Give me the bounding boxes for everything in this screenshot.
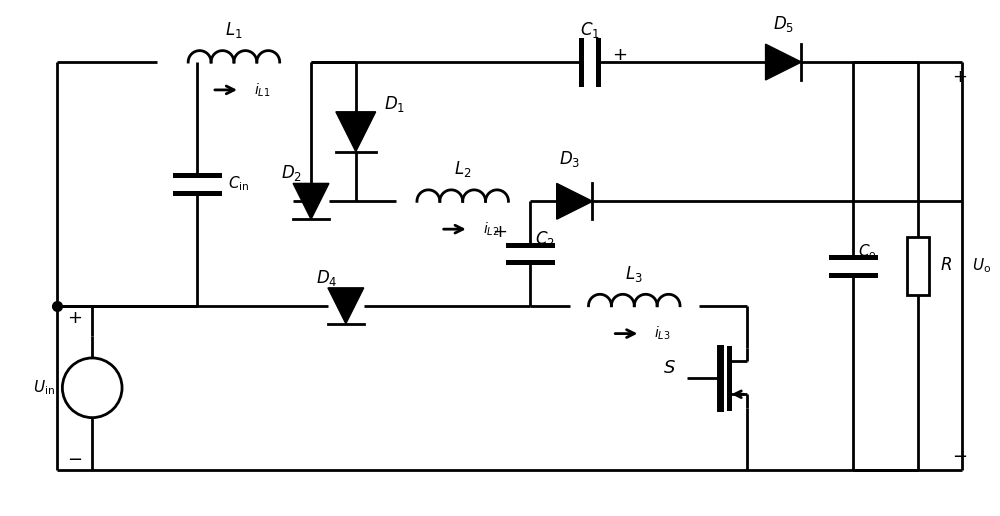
Text: $U_{\rm in}$: $U_{\rm in}$ (33, 378, 55, 397)
Text: $+$: $+$ (67, 309, 82, 327)
Text: $+$: $+$ (612, 46, 627, 64)
Polygon shape (328, 288, 364, 324)
Text: $D_3$: $D_3$ (559, 150, 580, 169)
Text: $C_1$: $C_1$ (580, 20, 600, 40)
Bar (907, 237, 929, 295)
Text: $C_2$: $C_2$ (535, 229, 555, 249)
Text: $L_1$: $L_1$ (225, 20, 243, 40)
Text: $D_5$: $D_5$ (773, 14, 794, 34)
Text: $D_2$: $D_2$ (281, 164, 302, 184)
Text: $U_{\rm o}$: $U_{\rm o}$ (972, 256, 992, 276)
Polygon shape (766, 44, 801, 80)
Text: $i_{L3}$: $i_{L3}$ (654, 325, 671, 342)
Text: $L_2$: $L_2$ (454, 159, 471, 180)
Text: $+$: $+$ (952, 68, 967, 86)
Text: $i_{L2}$: $i_{L2}$ (483, 220, 499, 238)
Polygon shape (293, 183, 329, 219)
Text: $R$: $R$ (940, 257, 952, 275)
Text: $L_3$: $L_3$ (625, 264, 643, 284)
Polygon shape (336, 112, 376, 152)
Text: $i_{L1}$: $i_{L1}$ (254, 81, 270, 99)
Text: $D_1$: $D_1$ (384, 94, 405, 114)
Text: $D_4$: $D_4$ (316, 268, 337, 288)
Text: $S$: $S$ (663, 359, 676, 377)
Text: $C_{\rm o}$: $C_{\rm o}$ (858, 243, 877, 261)
Text: $+$: $+$ (492, 222, 508, 240)
Text: $-$: $-$ (67, 449, 82, 467)
Polygon shape (557, 183, 592, 219)
Text: $C_{\rm in}$: $C_{\rm in}$ (228, 174, 250, 194)
Text: $-$: $-$ (952, 446, 967, 464)
